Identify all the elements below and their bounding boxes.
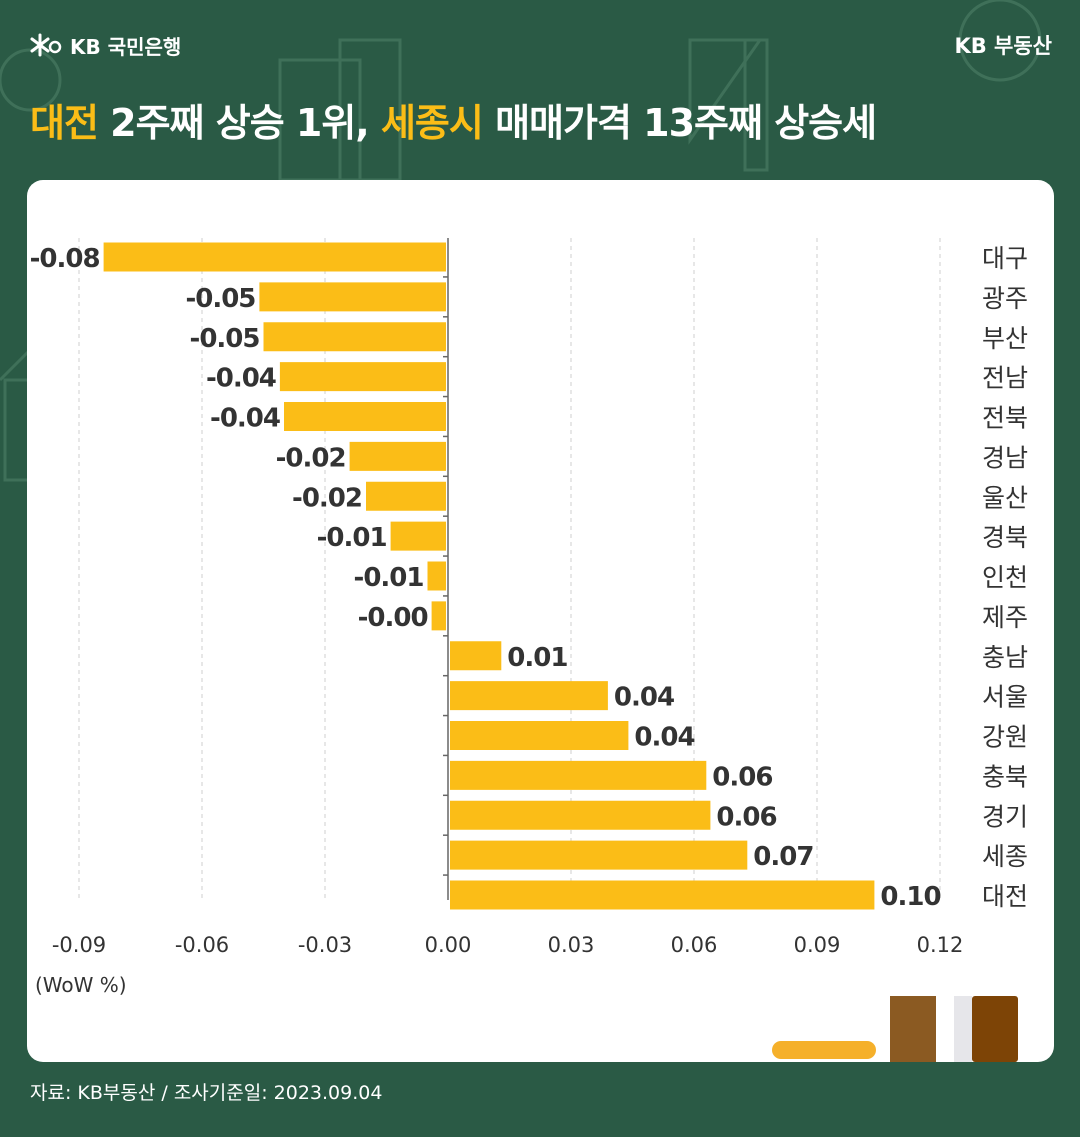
bar xyxy=(259,282,446,312)
title-highlight-daejeon: 대전 xyxy=(30,101,99,145)
data-label: 0.04 xyxy=(614,683,674,713)
decorative-books xyxy=(772,996,1018,1062)
data-label: -0.01 xyxy=(317,523,387,553)
bar xyxy=(450,800,711,830)
title-text-2: 매매가격 13주째 상승세 xyxy=(482,101,877,145)
category-label: 경북 xyxy=(982,523,1028,552)
data-label: 0.06 xyxy=(716,802,776,832)
kb-star-icon xyxy=(30,33,62,57)
source-footnote: 자료: KB부동산 / 조사기준일: 2023.09.04 xyxy=(30,1082,383,1104)
bar xyxy=(450,641,502,671)
category-label: 제주 xyxy=(982,603,1028,632)
page-title: 대전 2주째 상승 1위, 세종시 매매가격 13주째 상승세 xyxy=(30,92,877,147)
category-label: 세종 xyxy=(982,842,1028,871)
x-tick-label: -0.03 xyxy=(298,933,352,957)
bar xyxy=(349,441,446,471)
x-tick-label: 0.06 xyxy=(671,933,718,957)
x-tick-label: -0.06 xyxy=(175,933,229,957)
category-label: 충남 xyxy=(982,643,1028,672)
bar xyxy=(263,322,446,352)
data-label: -0.00 xyxy=(358,603,428,633)
data-label: -0.05 xyxy=(185,284,255,314)
x-tick-label: 0.09 xyxy=(794,933,841,957)
bar xyxy=(427,561,446,591)
bar xyxy=(450,880,875,910)
bar xyxy=(450,760,707,790)
data-label: 0.01 xyxy=(507,643,567,673)
bar xyxy=(103,242,446,272)
data-label: -0.04 xyxy=(210,404,280,434)
bar xyxy=(431,601,446,631)
x-tick-label: 0.12 xyxy=(917,933,964,957)
bar xyxy=(450,681,608,711)
bar xyxy=(390,521,446,551)
category-label: 인천 xyxy=(982,563,1028,592)
data-label: -0.01 xyxy=(354,563,424,593)
category-label: 대구 xyxy=(982,244,1028,273)
category-label: 충북 xyxy=(982,762,1028,791)
top-bar: KB 국민은행 KB 부동산 xyxy=(30,28,1052,62)
bar xyxy=(279,362,446,392)
bar xyxy=(450,721,629,750)
category-label: 전북 xyxy=(982,404,1028,433)
unit-label: (WoW %) xyxy=(35,973,127,997)
category-label: 부산 xyxy=(982,324,1028,353)
x-tick-label: 0.00 xyxy=(425,933,472,957)
bar xyxy=(450,840,748,870)
bar-chart: -0.08 대구 -0.05 광주 -0.05 부산 -0.04 전남 -0.04 전북 -0.02… xyxy=(30,238,1028,957)
category-label: 울산 xyxy=(982,483,1028,512)
category-label: 경기 xyxy=(982,802,1028,831)
data-label: 0.07 xyxy=(753,842,813,872)
data-label: -0.08 xyxy=(30,244,100,274)
data-label: 0.04 xyxy=(634,723,694,753)
data-label: -0.02 xyxy=(276,443,346,473)
category-label: 전남 xyxy=(982,364,1028,393)
category-label: 광주 xyxy=(982,284,1028,313)
data-label: 0.06 xyxy=(712,762,772,792)
data-label: 0.10 xyxy=(880,882,940,912)
category-label: 강원 xyxy=(982,723,1028,752)
category-label: 서울 xyxy=(982,683,1028,712)
bar xyxy=(284,402,446,431)
kb-kookmin-bank-logo: KB 국민은행 xyxy=(30,31,181,60)
data-label: -0.04 xyxy=(206,364,276,394)
title-text-1: 2주째 상승 1위, xyxy=(97,101,381,145)
brand-label: KB 부동산 xyxy=(954,34,1052,58)
x-tick-label: -0.09 xyxy=(52,933,106,957)
data-label: -0.02 xyxy=(292,483,362,513)
category-label: 경남 xyxy=(982,443,1028,472)
x-tick-label: 0.03 xyxy=(548,933,595,957)
bank-name: KB 국민은행 xyxy=(70,34,182,59)
data-label: -0.05 xyxy=(190,324,260,354)
title-highlight-sejong: 세종시 xyxy=(380,101,484,145)
bar xyxy=(366,481,446,511)
category-label: 대전 xyxy=(982,882,1028,911)
chart-card: -0.08 대구 -0.05 광주 -0.05 부산 -0.04 전남 -0.04 전북 -0.02… xyxy=(27,180,1054,1062)
